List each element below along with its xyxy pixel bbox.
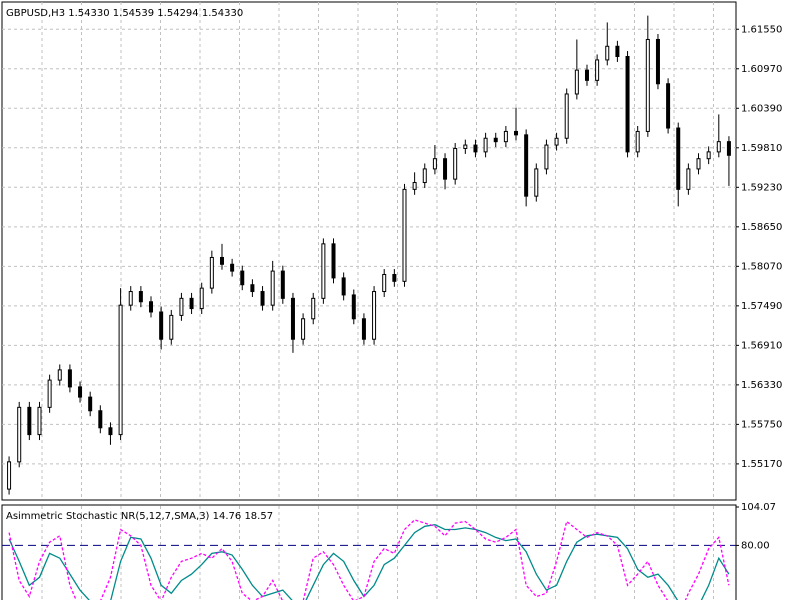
candle-body [189,297,194,310]
candle-body [128,291,133,306]
indicator-title: Asimmetric Stochastic NR(5,12,7,SMA,3) 1… [6,511,273,522]
candle-body [199,287,204,310]
candle-body [392,274,397,282]
candle-body [351,294,356,320]
candle-body [7,461,12,490]
candle-body [138,291,143,303]
candle-body [503,130,508,143]
candle-body [615,45,620,58]
candle-body [635,130,640,153]
candle-body [321,243,326,299]
candle-body [584,69,589,81]
candle-body [534,168,539,197]
candle-body [78,386,83,398]
candle-body [402,188,407,282]
candle-body [726,141,731,156]
candle-body [473,144,478,153]
candle-body [98,410,103,429]
candle-body [382,274,387,293]
candle-body [118,304,123,436]
candle-body [372,291,377,340]
main-frame [1,1,737,501]
candle-body [676,127,681,190]
y-tick-label: 1.59230 [741,182,782,193]
candle-body [301,318,306,340]
candle-body [250,284,255,293]
candle-body [331,243,336,279]
y-tick-label: 1.58650 [741,222,782,233]
candle-body [686,168,691,190]
candle-body [230,263,235,272]
y-tick-label: 1.57490 [741,301,782,312]
indicator-frame [1,504,737,600]
y-tick-label: 1.60970 [741,64,782,75]
candle-body [27,406,32,436]
plot-0 [2,15,736,495]
candle-body [625,56,630,153]
candle-body [493,137,498,143]
candle-body [645,38,650,132]
candle-body [57,369,62,381]
candle-body [655,38,660,85]
candle-body [260,291,265,306]
y-tick-label: 1.56330 [741,380,782,391]
plot-layer: 1.55170 1.55750 1.56330 1.56910 1.57490 1.580… [2,2,782,600]
candle-body [17,406,22,463]
candle-body [341,277,346,296]
candle-body [412,182,417,190]
candle-body [544,144,549,170]
candle-body [280,270,285,299]
y-tick-label: 1.55170 [741,459,782,470]
candle-body [453,147,458,180]
plot-1 [2,519,736,600]
candle-body [88,396,93,412]
indicator-line [8,519,730,600]
candle-body [37,406,42,436]
candle-body [361,318,366,340]
candle-body [514,130,519,136]
y-tick-label: 1.55750 [741,419,782,430]
candle-body [574,69,579,95]
y-tick-label: 1.59810 [741,143,782,154]
candle-body [443,158,448,180]
candle-body [108,427,113,436]
y-tick-label: 1.60390 [741,103,782,114]
candle-body [311,297,316,320]
candle-body [524,134,529,197]
candle-body [463,144,468,149]
y-tick-label: 1.61550 [741,24,782,35]
candle-body [564,93,569,139]
y-tick-label: 1.56910 [741,340,782,351]
y-tick-label: 1.58070 [741,261,782,272]
candle-body [159,311,164,340]
indicator-line [8,524,730,600]
y-tick-label: 80.00 [741,540,770,551]
candle-body [179,297,184,316]
candle-body [605,45,610,61]
candle-body [209,256,214,289]
y-tick-label: 104.07 [741,502,776,513]
candle-body [47,379,52,408]
candle-body [706,151,711,160]
candle-body [67,369,72,388]
candle-body [270,270,275,306]
candle-body [554,137,559,146]
candle-body [483,137,488,153]
candle-body [240,270,245,286]
candle-body [422,168,427,184]
candle-body [219,256,224,265]
candle-body [149,301,154,313]
candle-body [595,59,600,81]
candle-body [716,141,721,153]
candle-body [666,83,671,129]
chart-title: GBPUSD,H3 1.54330 1.54539 1.54294 1.5433… [6,8,243,19]
candle-body [290,297,295,340]
candle-body [696,158,701,170]
candle-body [432,158,437,170]
candle-body [169,314,174,340]
